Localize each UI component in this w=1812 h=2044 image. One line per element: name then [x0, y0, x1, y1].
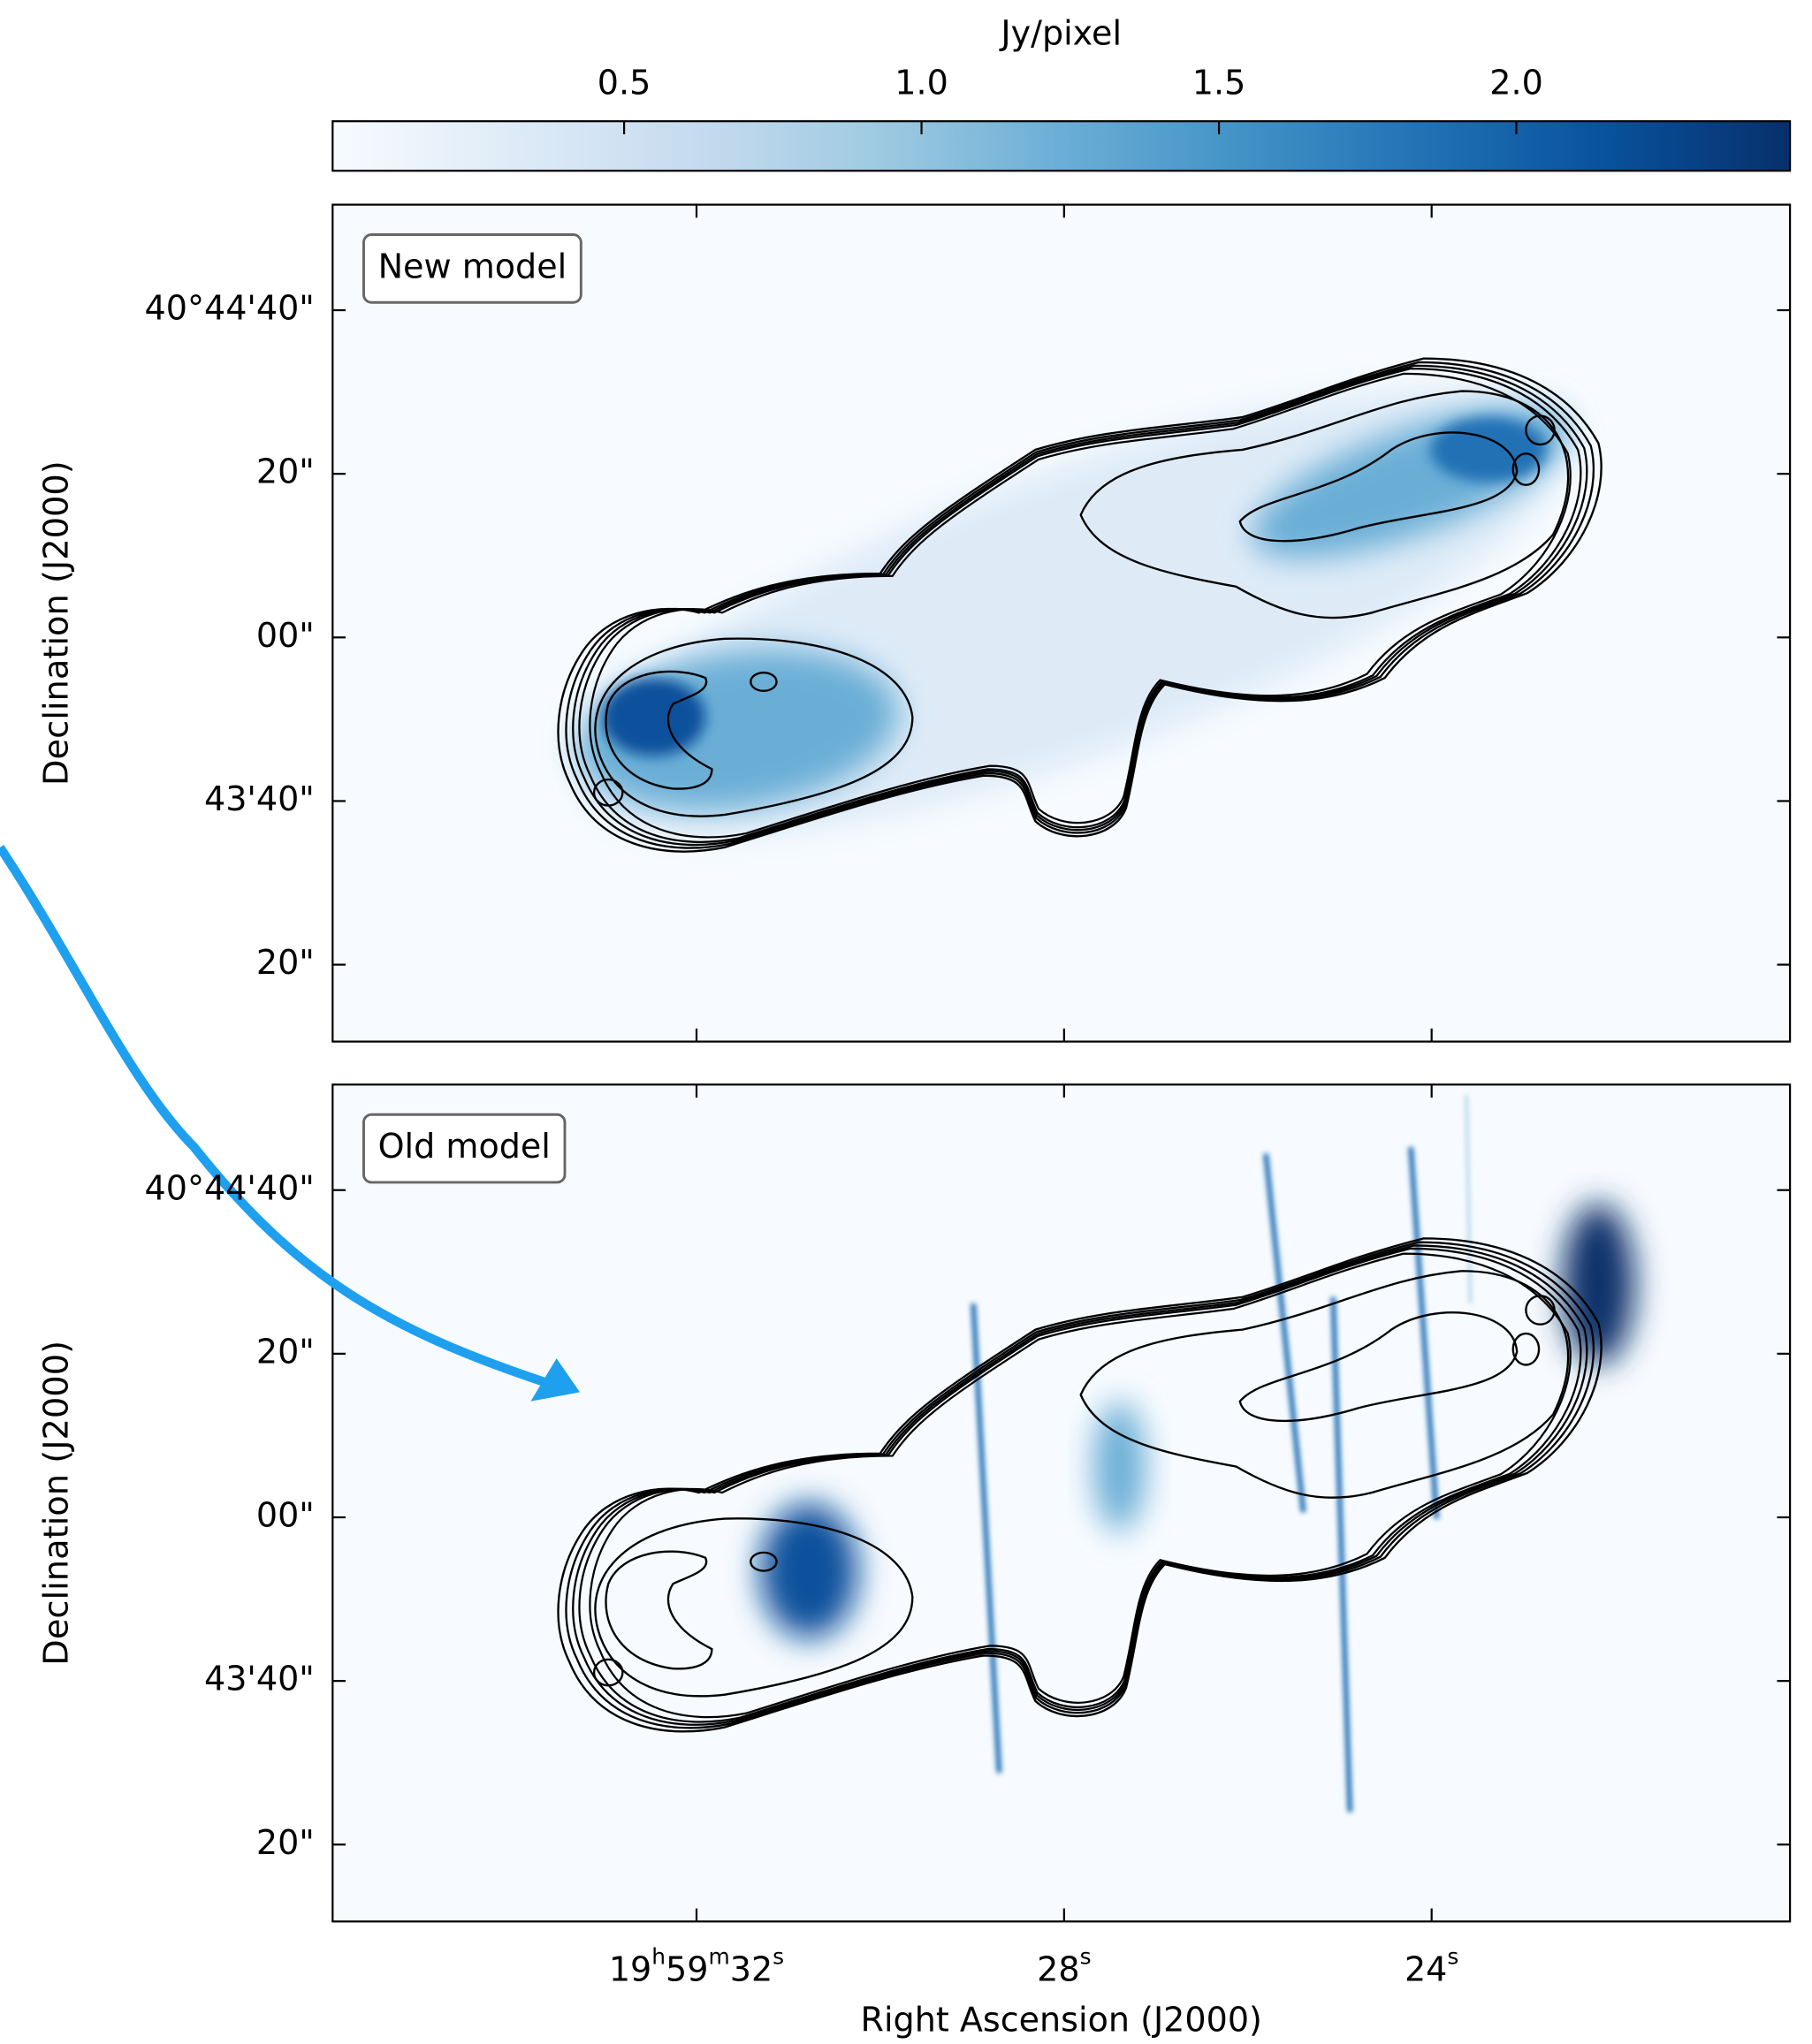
y-tick-label: 20" — [256, 1333, 315, 1372]
arrow — [0, 844, 580, 1402]
x-tick-label: 19h59m32s — [609, 1944, 784, 1989]
x-tick-label: 28s — [1037, 1944, 1091, 1989]
y-tick-label: 00" — [256, 617, 315, 656]
y-axis-label: Declination (J2000) — [37, 460, 76, 786]
x-axis-label: Right Ascension (J2000) — [861, 2001, 1262, 2040]
y-tick-label: 00" — [256, 1496, 315, 1535]
annotation: New model — [378, 247, 567, 286]
y-tick-label: 20" — [256, 453, 315, 492]
y-tick-label: 40°44'40" — [145, 1169, 315, 1208]
colorbar — [331, 120, 1792, 172]
x-tick-label: 24s — [1405, 1944, 1458, 1989]
axes-frame — [331, 1083, 1792, 1923]
y-axis-label: Declination (J2000) — [37, 1341, 76, 1666]
axes-frame — [331, 203, 1792, 1043]
y-tick-label: 40°44'40" — [145, 289, 315, 328]
y-tick-label: 43'40" — [204, 780, 315, 819]
annotation-box — [362, 233, 582, 304]
image-panel — [332, 204, 1791, 1042]
y-tick-label: 20" — [256, 944, 315, 983]
y-tick-label: 43'40" — [204, 1660, 315, 1699]
colorbar-tick-label: 2.0 — [1489, 64, 1543, 103]
colorbar-label: Jy/pixel — [999, 14, 1122, 53]
colorbar-tick-label: 0.5 — [598, 64, 651, 103]
y-tick-label: 20" — [256, 1824, 315, 1863]
annotation-box — [362, 1113, 567, 1184]
colorbar-tick-label: 1.0 — [895, 64, 948, 103]
colorbar-tick-label: 1.5 — [1192, 64, 1246, 103]
annotation: Old model — [378, 1128, 551, 1166]
image-panel — [332, 1084, 1791, 1922]
